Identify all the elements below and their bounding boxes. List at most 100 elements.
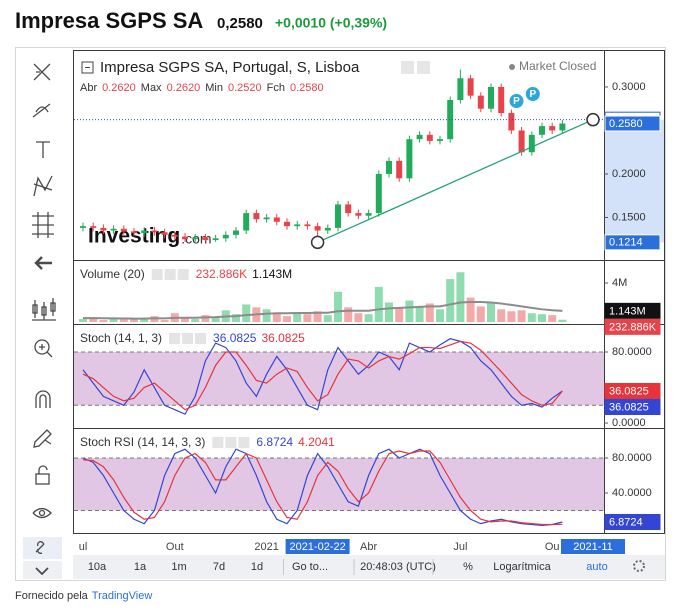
volume-bar [354, 313, 363, 322]
collapse-legend-icon[interactable] [81, 61, 94, 74]
candle-body [335, 204, 341, 228]
candle-body [539, 126, 545, 135]
trendline-handle[interactable] [310, 235, 325, 250]
toolbar-button[interactable]: Logarítmica [493, 561, 551, 573]
candle-body [202, 237, 209, 241]
toolbar-button[interactable]: Go to... [292, 561, 328, 573]
x-tick-label: Jul [453, 541, 467, 553]
toolbar-button[interactable]: 1m [171, 561, 186, 573]
zoom-tool[interactable] [34, 339, 53, 358]
candle-body [304, 224, 311, 227]
legend-value: 4.2041 [298, 435, 335, 449]
volume-bar [487, 302, 495, 322]
event-marker[interactable] [509, 94, 524, 108]
axis-tag [604, 382, 661, 399]
pane-title: Stoch RSI (14, 14, 3, 3) [80, 435, 205, 449]
ohlc-label: Fch [267, 82, 285, 94]
toolbar-button[interactable]: 1a [134, 561, 147, 573]
pattern-tool[interactable] [33, 175, 53, 197]
crosshair-tool[interactable] [33, 63, 51, 81]
volume-bar [364, 314, 373, 322]
pane-title: Volume (20) [80, 267, 145, 281]
candle-body [233, 230, 239, 235]
candle-body [243, 213, 250, 231]
settings-icon[interactable] [417, 61, 430, 74]
indicators-tool[interactable] [32, 298, 56, 321]
candle-body [80, 226, 86, 228]
toolbar-button[interactable]: 20:48:03 (UTC) [360, 561, 436, 573]
status-dot [509, 64, 515, 70]
lock-drawing-tool[interactable] [33, 429, 52, 448]
fib-tool[interactable] [32, 212, 54, 238]
remove-icon[interactable] [177, 269, 189, 280]
candle-body [518, 130, 525, 153]
toolbar-button[interactable]: % [463, 561, 473, 573]
collapse-tool[interactable] [23, 561, 62, 579]
settings-icon[interactable] [164, 269, 176, 280]
toolbar-button[interactable]: auto [586, 561, 607, 573]
y-tick-label: 40.0000 [612, 487, 652, 499]
volume-bar [130, 318, 138, 322]
footer-link[interactable]: TradingView [92, 590, 153, 602]
y-tick-label: 80.0000 [612, 452, 652, 464]
toolbar-button[interactable]: 1d [251, 561, 263, 573]
volume-bar [456, 272, 465, 322]
page-title: Impresa SGPS SA [15, 8, 203, 33]
text-tool[interactable] [36, 141, 50, 158]
link-tool[interactable] [35, 541, 45, 554]
volume-bar [109, 318, 118, 322]
magnet-tool[interactable] [35, 390, 51, 408]
x-marker-bg [561, 539, 625, 554]
toolbar-button[interactable]: 10a [88, 561, 107, 573]
axis-tag [604, 115, 661, 132]
x-marker-label: 2021-11 [573, 541, 613, 553]
candle-body [120, 228, 127, 232]
volume-bar [466, 297, 475, 322]
candle-body [192, 237, 199, 240]
settings-icon[interactable] [225, 437, 237, 448]
visibility-tool[interactable] [32, 507, 52, 519]
back-tool[interactable] [34, 256, 52, 270]
settings-gear[interactable] [633, 560, 645, 572]
axis-tag-label: 6.8724 [609, 516, 643, 528]
candle-body [559, 123, 566, 131]
remove-icon[interactable] [238, 437, 250, 448]
axis-tag [604, 513, 661, 530]
eye-icon[interactable] [151, 269, 163, 280]
volume-bar [538, 314, 546, 322]
eye-icon[interactable] [401, 61, 414, 74]
axis-tag-label: 0.2580 [609, 118, 643, 130]
candle-body [488, 86, 494, 109]
candle-body [477, 95, 484, 109]
volume-bar [262, 309, 271, 322]
volume-bar [385, 302, 393, 322]
candle-body [151, 230, 158, 233]
volume-bar [415, 306, 424, 322]
candle-body [365, 213, 372, 216]
link-tool-bg [23, 537, 62, 559]
candle-body [253, 213, 260, 220]
eye-icon[interactable] [169, 333, 181, 344]
oscillator-line [82, 338, 563, 415]
axis-tag-label: 232.886K [609, 321, 657, 333]
remove-icon[interactable] [195, 333, 207, 344]
x-marker-bg [285, 539, 350, 554]
candle-body [528, 134, 535, 153]
trend-tool[interactable] [32, 103, 51, 118]
y-tick-label: 4M [612, 277, 627, 289]
bottom-toolbar [73, 555, 665, 579]
lock-tool[interactable] [35, 465, 50, 485]
candle-body [100, 227, 107, 231]
volume-bar [79, 319, 87, 322]
candle-body [406, 139, 413, 179]
volume-bar [446, 279, 455, 322]
oscillator-line [82, 340, 563, 411]
settings-icon[interactable] [182, 333, 194, 344]
trendline-handle[interactable] [586, 112, 600, 127]
toolbar-button[interactable]: 7d [213, 561, 225, 573]
eye-icon[interactable] [212, 437, 224, 448]
candle-body [314, 226, 321, 231]
event-marker[interactable] [525, 87, 540, 101]
candle-body [222, 234, 229, 239]
volume-bar [476, 306, 485, 322]
